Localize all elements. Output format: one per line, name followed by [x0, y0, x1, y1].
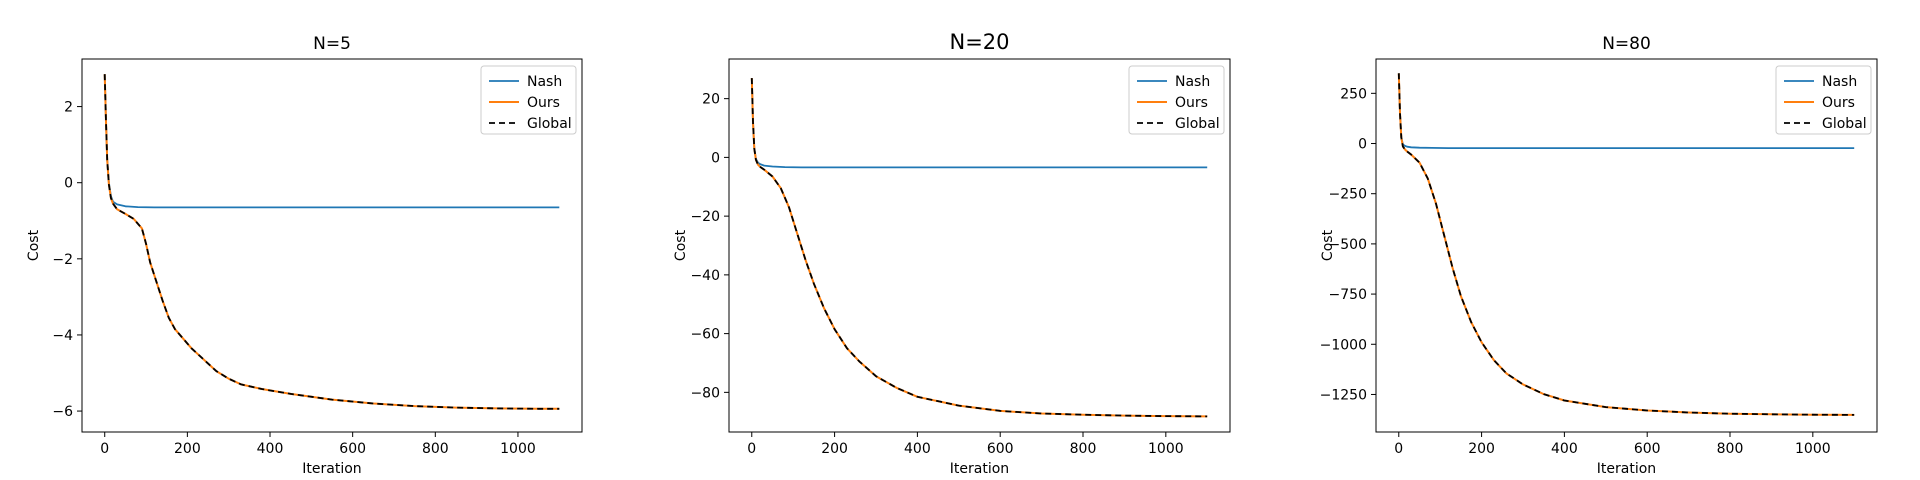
y-tick-label: −1000	[1320, 337, 1367, 353]
series-line-global	[103, 74, 560, 410]
axes-frame	[728, 58, 1231, 433]
y-tick-label: 0	[711, 150, 720, 166]
y-tick-label: −750	[1329, 287, 1367, 303]
legend-label-global: Global	[1175, 116, 1220, 132]
chart-title: N=20	[949, 30, 1009, 54]
legend-label-nash: Nash	[1822, 74, 1857, 90]
x-tick-label: 0	[100, 441, 109, 457]
y-tick-label: 2	[64, 100, 73, 116]
series-line-global	[750, 78, 1208, 418]
axes-frame	[81, 58, 583, 433]
axes-frame	[1375, 58, 1878, 433]
x-tick-label: 200	[821, 441, 848, 457]
x-tick-label: 400	[1551, 441, 1578, 457]
legend-label-nash: Nash	[1175, 74, 1210, 90]
x-tick-label: 200	[1468, 441, 1495, 457]
legend-label-nash: Nash	[527, 74, 562, 90]
legend-box	[1775, 65, 1872, 135]
y-tick-label: 250	[1340, 86, 1367, 102]
legend-label-global: Global	[1822, 116, 1867, 132]
x-tick-label: 800	[422, 441, 449, 457]
x-axis-label: Iteration	[1597, 461, 1656, 477]
legend-label-global: Global	[527, 116, 572, 132]
legend-label-ours: Ours	[1822, 95, 1855, 111]
y-tick-label: −60	[690, 327, 720, 343]
y-axis-label: Cost	[673, 229, 689, 261]
x-axis-label: Iteration	[950, 461, 1009, 477]
x-axis-label: Iteration	[302, 461, 361, 477]
chart-title: N=80	[1602, 34, 1651, 54]
chart-title: N=5	[313, 34, 351, 54]
y-axis-label: Cost	[26, 229, 42, 261]
x-tick-label: 1000	[1148, 441, 1184, 457]
legend-label-ours: Ours	[1175, 95, 1208, 111]
y-axis-label: Cost	[1320, 229, 1336, 261]
y-tick-label: 0	[64, 176, 73, 192]
y-tick-label: −6	[52, 404, 73, 420]
chart-panel-3: 0 200 400 600 800 1000 −1250 −1000 −750 −500 −250 0…	[1320, 34, 1878, 477]
x-tick-label: 200	[174, 441, 201, 457]
y-tick-label: −500	[1329, 237, 1367, 253]
y-tick-label: 0	[1358, 137, 1367, 153]
x-tick-label: 800	[1070, 441, 1097, 457]
y-tick-label: −80	[690, 385, 720, 401]
x-tick-label: 600	[987, 441, 1014, 457]
x-tick-label: 0	[1394, 441, 1403, 457]
x-tick-label: 400	[904, 441, 931, 457]
legend: Nash Ours Global	[1775, 65, 1872, 135]
x-tick-label: 1000	[1795, 441, 1831, 457]
chart-panel-1: 0 200 400 600 800 1000 −6 −4 −2 0 2 N=5 Iteration Cos…	[26, 34, 583, 477]
x-tick-label: 1000	[500, 441, 536, 457]
y-tick-label: −4	[52, 328, 73, 344]
legend-label-ours: Ours	[527, 95, 560, 111]
x-tick-label: 800	[1717, 441, 1744, 457]
legend-box	[480, 65, 577, 135]
legend-box	[1128, 65, 1225, 135]
y-tick-label: −1250	[1320, 387, 1367, 403]
series-line-global	[1397, 73, 1855, 416]
y-tick-label: 20	[702, 92, 720, 108]
legend: Nash Ours Global	[480, 65, 577, 135]
y-tick-label: −250	[1329, 187, 1367, 203]
y-tick-label: −2	[52, 252, 73, 268]
y-tick-label: −40	[690, 268, 720, 284]
x-tick-label: 0	[747, 441, 756, 457]
legend: Nash Ours Global	[1128, 65, 1225, 135]
x-tick-label: 600	[339, 441, 366, 457]
chart-panel-2: 0 200 400 600 800 1000 −80 −60 −40 −20 0 20 N=20 Iter…	[673, 30, 1231, 477]
x-tick-label: 600	[1634, 441, 1661, 457]
x-tick-label: 400	[257, 441, 284, 457]
y-tick-label: −20	[690, 209, 720, 225]
